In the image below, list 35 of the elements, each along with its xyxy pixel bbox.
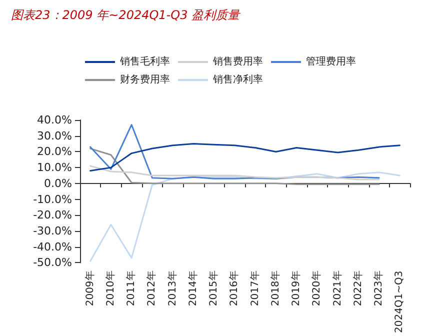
line-series: [90, 143, 400, 172]
x-tick-label: 2015年: [208, 270, 220, 306]
y-tick-label: 20.0%: [37, 145, 72, 158]
y-tick-label: 30.0%: [37, 129, 72, 142]
x-tick-label: 2018年: [269, 270, 282, 306]
legend-label: 销售净利率: [212, 74, 263, 86]
line-series: [90, 165, 380, 180]
legend-label: 销售毛利率: [119, 56, 170, 68]
y-tick-label: 10.0%: [37, 161, 72, 174]
y-tick-label: -10.0%: [33, 192, 72, 206]
x-tick-label: 2019年: [290, 270, 302, 306]
legend-label: 销售费用率: [212, 56, 263, 68]
y-tick-label: -40.0%: [33, 240, 72, 254]
legend-label: 财务费用率: [120, 74, 170, 86]
x-tick-label: 2017年: [248, 270, 261, 306]
y-tick-label: -30.0%: [33, 224, 72, 238]
x-tick-label: 2024Q1~Q3: [394, 270, 406, 333]
x-tick-label: 2009年: [84, 270, 96, 306]
y-tick-label: 40.0%: [37, 114, 72, 126]
x-tick-label: 2023年: [372, 270, 385, 306]
legend-label: 管理费用率: [306, 56, 356, 68]
x-tick-label: 2022年: [352, 270, 364, 306]
x-tick-label: 2012年: [146, 270, 158, 306]
y-tick-label: -20.0%: [33, 208, 72, 222]
x-tick-label: 2013年: [166, 270, 178, 306]
y-tick-label: 0.0%: [44, 176, 72, 190]
chart-title: 图表23：2009 年~2024Q1-Q3 盈利质量: [11, 8, 241, 22]
y-tick-label: -50.0%: [33, 256, 72, 270]
x-tick-label: 2020年: [310, 270, 323, 306]
x-tick-label: 2014年: [186, 270, 199, 306]
x-tick-label: 2021年: [331, 270, 344, 306]
x-tick-label: 2010年: [104, 270, 116, 306]
x-tick-label: 2011年: [125, 270, 138, 306]
line-series: [90, 148, 380, 185]
x-tick-label: 2016年: [228, 270, 240, 306]
